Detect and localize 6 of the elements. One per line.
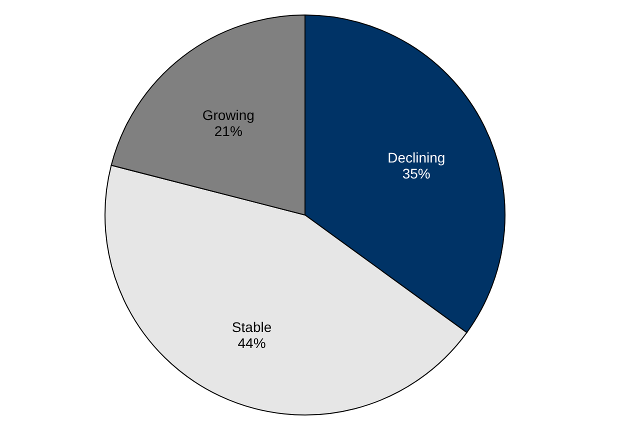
data-label: 35%	[402, 165, 430, 182]
slice-label: Declining	[388, 149, 446, 166]
slice-label: Growing	[202, 107, 254, 124]
data-label: 21%	[214, 123, 242, 140]
data-label: 44%	[238, 335, 266, 352]
slice-label: Stable	[232, 319, 272, 336]
